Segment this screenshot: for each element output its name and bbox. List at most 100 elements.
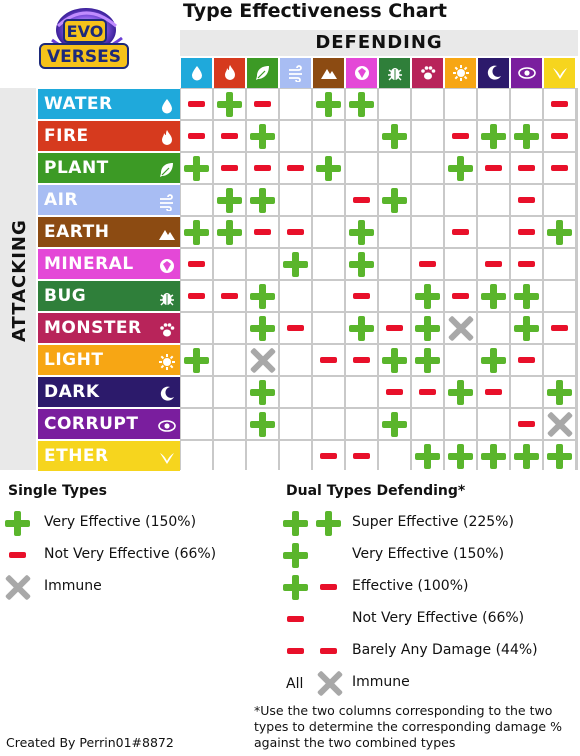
grid-cell bbox=[247, 409, 278, 439]
minus-icon bbox=[419, 261, 436, 267]
grid-cell bbox=[478, 345, 509, 375]
grid-cell bbox=[346, 377, 377, 407]
grid-cell bbox=[544, 281, 575, 311]
row-icon-wrap bbox=[158, 95, 176, 114]
grid-cell bbox=[313, 89, 344, 119]
legend-symbol bbox=[313, 572, 344, 602]
grid-cell bbox=[247, 249, 278, 279]
plus-icon bbox=[481, 444, 506, 469]
cross-icon bbox=[447, 315, 474, 342]
claw-icon bbox=[420, 66, 435, 80]
mountain-icon bbox=[159, 230, 175, 240]
minus-icon bbox=[386, 389, 403, 395]
row-icon-wrap bbox=[158, 383, 176, 401]
legend-dual-label: Very Effective (150%) bbox=[352, 546, 505, 562]
plus-icon bbox=[415, 284, 440, 309]
plus-icon bbox=[547, 380, 572, 405]
evoverses-logo: EVO VERSES bbox=[28, 6, 138, 78]
minus-icon bbox=[551, 133, 568, 139]
plus-icon bbox=[217, 220, 242, 245]
legend-dual-label: Not Very Effective (66%) bbox=[352, 610, 525, 626]
legend-single-label: Not Very Effective (66%) bbox=[44, 546, 217, 562]
plus-icon bbox=[316, 92, 341, 117]
eye-icon bbox=[517, 67, 536, 79]
grid-cell bbox=[511, 345, 542, 375]
grid-cell bbox=[478, 249, 509, 279]
plus-icon bbox=[184, 220, 209, 245]
grid-cell bbox=[181, 441, 212, 471]
minus-icon bbox=[9, 552, 26, 558]
row-header-ether: ETHER bbox=[38, 441, 180, 471]
water-drop-icon bbox=[162, 99, 172, 114]
grid-cell bbox=[313, 185, 344, 215]
legend-symbol bbox=[314, 668, 345, 698]
eye-icon bbox=[158, 420, 176, 432]
col-header-air bbox=[280, 58, 311, 88]
grid-cell bbox=[379, 185, 410, 215]
grid-cell bbox=[280, 89, 311, 119]
plus-icon bbox=[415, 348, 440, 373]
grid-cell bbox=[511, 441, 542, 471]
grid-cell bbox=[181, 185, 212, 215]
plus-icon bbox=[349, 252, 374, 277]
col-header-fire bbox=[214, 58, 245, 88]
row-icon-wrap bbox=[158, 255, 176, 273]
minus-icon bbox=[287, 229, 304, 235]
wings-icon bbox=[160, 453, 174, 464]
grid-cell bbox=[544, 185, 575, 215]
grid-cell bbox=[346, 249, 377, 279]
grid-cell bbox=[412, 121, 443, 151]
grid-cell bbox=[478, 89, 509, 119]
grid-cell bbox=[280, 185, 311, 215]
sun-icon bbox=[159, 354, 175, 370]
grid-cell bbox=[214, 249, 245, 279]
minus-icon bbox=[551, 325, 568, 331]
minus-icon bbox=[254, 229, 271, 235]
col-header-water bbox=[181, 58, 212, 88]
grid-cell bbox=[214, 409, 245, 439]
legend-symbol bbox=[280, 540, 311, 570]
row-icon-wrap bbox=[158, 191, 176, 212]
grid-cell bbox=[247, 121, 278, 151]
grid-cell bbox=[511, 89, 542, 119]
legend-dual-label: Super Effective (225%) bbox=[352, 514, 514, 530]
col-header-mineral bbox=[346, 58, 377, 88]
row-icon-wrap bbox=[158, 127, 176, 145]
legend-symbol bbox=[313, 636, 344, 666]
plus-icon bbox=[514, 284, 539, 309]
sun-icon bbox=[452, 65, 469, 81]
grid-cell bbox=[511, 249, 542, 279]
grid-cell bbox=[478, 313, 509, 343]
minus-icon bbox=[221, 165, 238, 171]
grid-cell bbox=[412, 185, 443, 215]
grid-cell bbox=[214, 89, 245, 119]
plus-icon bbox=[217, 188, 242, 213]
grid-cell bbox=[280, 153, 311, 183]
grid-cell bbox=[313, 217, 344, 247]
plus-icon bbox=[481, 348, 506, 373]
grid-cell bbox=[412, 89, 443, 119]
legend-dual-label: Effective (100%) bbox=[352, 578, 469, 594]
plus-icon bbox=[481, 284, 506, 309]
grid-cell bbox=[478, 185, 509, 215]
row-icon-wrap bbox=[158, 287, 176, 306]
grid-cell bbox=[445, 345, 476, 375]
grid-cell bbox=[214, 153, 245, 183]
moon-icon bbox=[487, 65, 501, 80]
grid-cell bbox=[445, 409, 476, 439]
minus-icon bbox=[188, 101, 205, 107]
legend-symbol bbox=[2, 540, 33, 570]
legend-single-label: Very Effective (150%) bbox=[44, 514, 197, 530]
grid-cell bbox=[445, 441, 476, 471]
row-icon-wrap bbox=[158, 319, 176, 337]
grid-cell bbox=[544, 377, 575, 407]
plus-icon bbox=[349, 316, 374, 341]
row-header-plant: PLANT bbox=[38, 153, 180, 183]
grid-cell bbox=[346, 345, 377, 375]
col-header-plant bbox=[247, 58, 278, 88]
grid-cell bbox=[181, 313, 212, 343]
plus-icon bbox=[184, 156, 209, 181]
cross-icon bbox=[546, 411, 573, 438]
legend-symbol bbox=[280, 572, 311, 602]
grid-cell bbox=[247, 313, 278, 343]
